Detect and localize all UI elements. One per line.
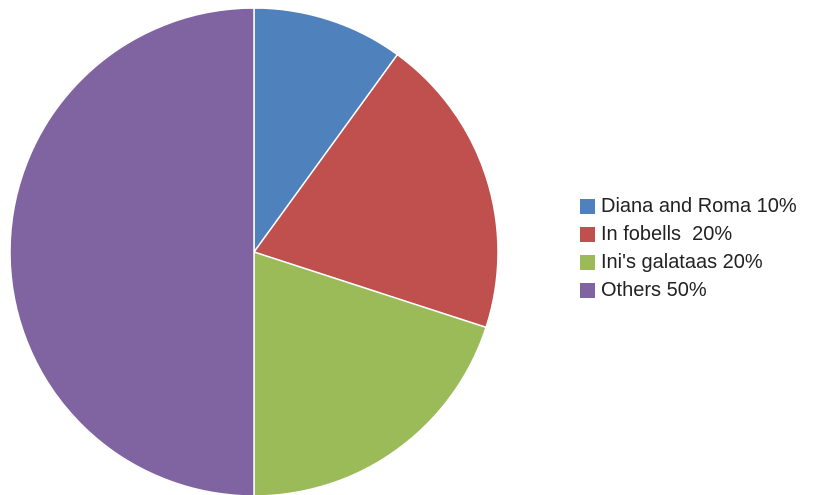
legend-swatch [580,254,595,270]
pie-slice-diana-and-roma-10 [253,7,399,253]
legend-label: Others 50% [601,279,707,301]
legend-swatch [580,282,595,298]
pie-slice-ini-s-galataas-20 [253,251,487,495]
legend-label: In fobells 20% [601,223,733,245]
pie-slice-others-50 [9,7,255,495]
legend-swatch [580,198,595,214]
legend-item-in-fobells: In fobells 20% [580,220,797,248]
legend-label: Ini's galataas 20% [601,251,763,273]
legend: Diana and Roma 10% In fobells 20% Ini's … [580,192,797,304]
legend-item-ini-s-galataas: Ini's galataas 20% [580,248,797,276]
pie-slice-in-fobells-20 [253,53,499,329]
legend-label: Diana and Roma 10% [601,195,797,217]
legend-item-diana-and-roma: Diana and Roma 10% [580,192,797,220]
legend-item-others: Others 50% [580,276,797,304]
legend-swatch [580,226,595,242]
